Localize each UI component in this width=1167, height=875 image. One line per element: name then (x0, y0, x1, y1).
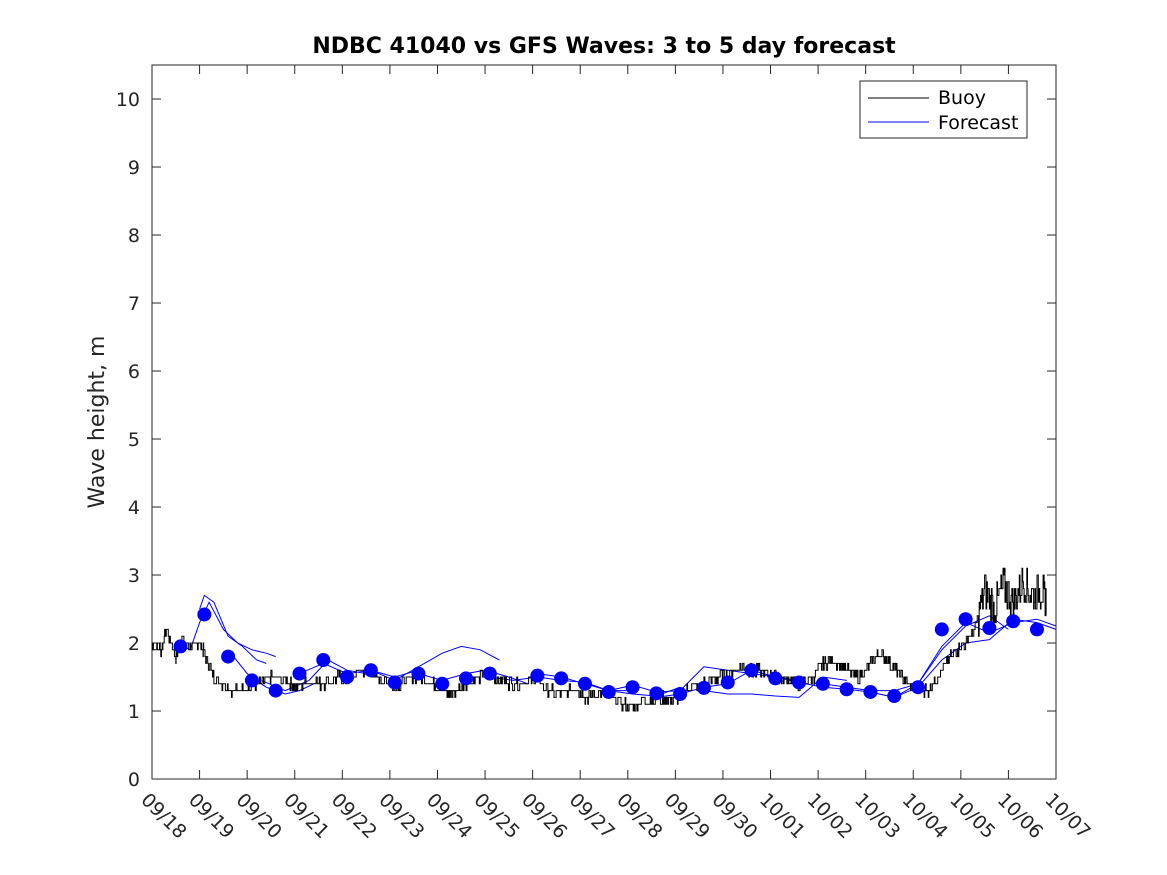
forecast-point (815, 676, 830, 691)
y-tick-label: 6 (128, 361, 140, 383)
forecast-point (792, 675, 807, 690)
forecast-point (554, 671, 569, 686)
legend: Buoy Forecast (859, 80, 1028, 139)
forecast-point (435, 676, 450, 691)
chart-title: NDBC 41040 vs GFS Waves: 3 to 5 day fore… (312, 34, 896, 59)
forecast-point (839, 682, 854, 697)
y-tick-label: 7 (128, 293, 140, 315)
forecast-point (340, 670, 355, 684)
forecast-point (387, 675, 402, 690)
forecast-point (411, 666, 426, 681)
y-tick-label: 4 (128, 497, 140, 519)
forecast-point (197, 607, 212, 622)
forecast-point (625, 680, 640, 695)
forecast-point (268, 683, 283, 698)
forecast-point (292, 666, 307, 681)
y-tick-label: 9 (128, 157, 140, 179)
forecast-point (673, 687, 688, 701)
forecast-point (316, 653, 331, 667)
y-tick-label: 8 (128, 225, 140, 247)
forecast-point (530, 668, 545, 683)
y-axis-ticks: 0 1 2 3 4 5 6 7 8 9 10 (116, 89, 1056, 791)
forecast-point (482, 666, 497, 681)
forecast-point (863, 684, 878, 699)
legend-box (859, 80, 1028, 139)
forecast-point (649, 686, 664, 701)
forecast-line (175, 601, 276, 658)
forecast-point (958, 612, 973, 627)
buoy-line (152, 567, 1047, 712)
y-tick-label: 2 (128, 633, 140, 655)
y-tick-label: 3 (128, 565, 140, 587)
forecast-point (887, 689, 902, 704)
forecast-point (982, 621, 997, 636)
y-tick-label: 1 (128, 701, 140, 723)
forecast-point (744, 663, 759, 678)
plot-area (151, 64, 1057, 780)
forecast-point (1029, 622, 1044, 637)
forecast-point (459, 671, 474, 686)
forecast-point (173, 639, 188, 654)
y-tick-label: 5 (128, 429, 140, 451)
forecast-point (601, 684, 616, 699)
y-axis-label: Wave height, m (85, 336, 110, 509)
legend-forecast-label: Forecast (938, 112, 1018, 134)
forecast-points (173, 607, 1044, 704)
forecast-line (199, 594, 267, 664)
forecast-point (768, 671, 783, 686)
legend-buoy-label: Buoy (938, 87, 986, 109)
forecast-point (720, 675, 735, 690)
forecast-point (911, 680, 926, 695)
forecast-point (696, 680, 711, 695)
buoy-series (152, 567, 1047, 712)
forecast-point (934, 622, 949, 637)
y-tick-label: 10 (116, 89, 140, 111)
forecast-point (577, 676, 592, 691)
forecast-line (893, 618, 1057, 698)
forecast-point (244, 673, 259, 688)
forecast-point (363, 663, 378, 678)
y-tick-label: 0 (128, 769, 140, 791)
forecast-point (221, 649, 236, 664)
forecast-point (1006, 614, 1021, 629)
